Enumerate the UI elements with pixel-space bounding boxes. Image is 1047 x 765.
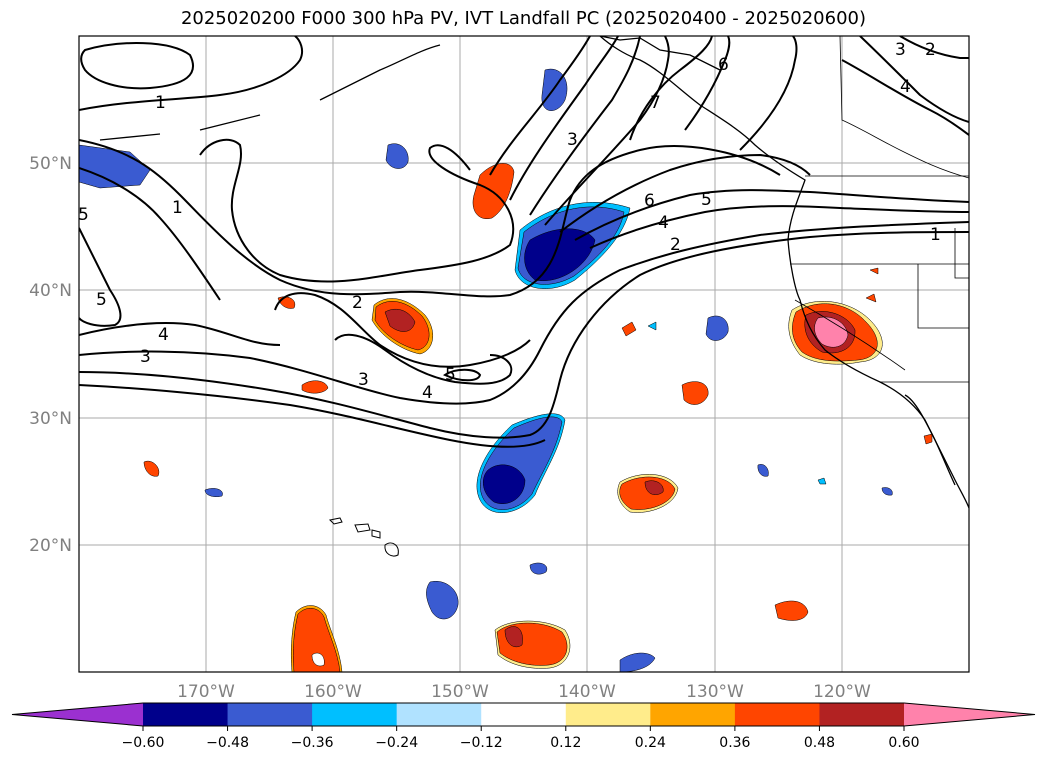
svg-text:6: 6: [718, 55, 729, 75]
svg-text:2: 2: [670, 235, 681, 255]
lat-label-20n: 20°N: [29, 536, 72, 556]
contour-labels: 1 1 5 5 4 3 2 3 4 5 3 7 6 6 5 4 2 1 3 2 …: [78, 40, 941, 403]
lat-label-50n: 50°N: [29, 154, 72, 174]
svg-text:3: 3: [567, 130, 578, 150]
svg-text:3: 3: [895, 40, 906, 60]
lon-label-130w: 130°W: [686, 682, 744, 702]
hawaii-islands: [328, 517, 399, 557]
svg-text:2: 2: [352, 293, 363, 313]
svg-text:5: 5: [701, 190, 712, 210]
svg-text:4: 4: [158, 325, 169, 345]
svg-text:2: 2: [925, 40, 936, 60]
colorbar-segment: [481, 703, 567, 726]
colorbar-segment: [734, 703, 820, 726]
svg-text:1: 1: [155, 93, 166, 113]
positive-pc-shading: [143, 163, 933, 672]
svg-text:4: 4: [900, 77, 911, 97]
lat-label-30n: 30°N: [29, 409, 72, 429]
colorbar-segment: [819, 703, 905, 726]
colorbar-tick-label: −0.12: [460, 735, 503, 751]
lon-label-170w: 170°W: [177, 682, 235, 702]
svg-text:1: 1: [930, 225, 941, 245]
colorbar-extend-low: [12, 703, 143, 726]
svg-text:5: 5: [445, 365, 456, 385]
colorbar-tick-label: 0.24: [635, 735, 666, 751]
lon-label-140w: 140°W: [558, 682, 616, 702]
colorbar-tick-label: −0.36: [291, 735, 334, 751]
colorbar-tick-label: −0.48: [206, 735, 249, 751]
svg-text:4: 4: [422, 383, 433, 403]
colorbar-segment: [565, 703, 651, 726]
svg-text:5: 5: [96, 290, 107, 310]
colorbar-tick-label: 0.12: [550, 735, 581, 751]
colorbar: −0.60 −0.48 −0.36 −0.24 −0.12 0.12 0.24 0.36 0.4…: [11, 702, 1036, 751]
political-borders: [790, 36, 969, 383]
svg-text:3: 3: [358, 370, 369, 390]
svg-text:3: 3: [140, 347, 151, 367]
lat-label-40n: 40°N: [29, 281, 72, 301]
colorbar-tick-label: −0.24: [375, 735, 418, 751]
lon-label-160w: 160°W: [304, 682, 362, 702]
svg-text:1: 1: [172, 198, 183, 218]
lon-label-150w: 150°W: [431, 682, 489, 702]
pv-contours: [79, 36, 969, 448]
latitude-labels: 50°N 40°N 30°N 20°N: [29, 154, 72, 556]
colorbar-tick-label: 0.36: [719, 735, 750, 751]
negative-pc-shading: [79, 68, 893, 672]
colorbar-segment: [312, 703, 398, 726]
colorbar-tick-label: 0.60: [888, 735, 919, 751]
svg-text:4: 4: [658, 213, 669, 233]
colorbar-segment: [396, 703, 482, 726]
colorbar-segment: [143, 703, 229, 726]
map-title: 2025020200 F000 300 hPa PV, IVT Landfall…: [180, 8, 867, 29]
colorbar-segment: [227, 703, 313, 726]
colorbar-tick-label: 0.48: [804, 735, 835, 751]
svg-text:6: 6: [644, 191, 655, 211]
colorbar-segment: [650, 703, 736, 726]
longitude-labels: 170°W 160°W 150°W 140°W 130°W 120°W: [177, 682, 871, 702]
lon-label-120w: 120°W: [813, 682, 871, 702]
colorbar-tick-label: −0.60: [122, 735, 165, 751]
map-frame: [78, 35, 970, 673]
svg-text:7: 7: [650, 93, 661, 113]
colorbar-extend-high: [904, 703, 1035, 726]
svg-text:5: 5: [78, 205, 89, 225]
